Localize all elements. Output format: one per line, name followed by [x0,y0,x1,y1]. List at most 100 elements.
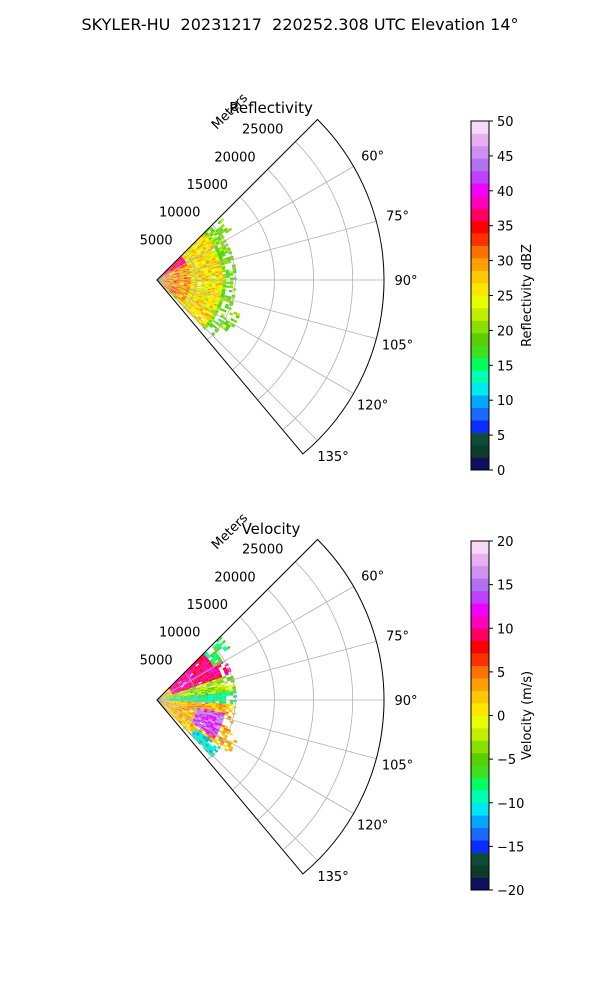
radar-gate [177,687,182,690]
radar-gate [219,276,223,279]
radar-gate [173,701,177,703]
radar-gate [190,281,195,284]
radar-gate [194,303,198,307]
radar-gate [213,715,217,719]
radar-gate [216,669,221,674]
radar-gate [211,268,215,271]
radar-gate [211,693,216,696]
colorbar-segment [471,628,489,642]
radar-gate [164,272,168,275]
radar-gate [204,272,209,275]
radar-gate [188,264,192,267]
radar-gate [162,276,166,278]
radar-gate [191,675,195,679]
azimuth-tick-label: 120° [357,399,388,414]
radar-gate [190,701,195,704]
radar-gate [201,274,205,277]
radar-gate [198,295,203,299]
radar-gate [209,664,214,669]
radar-gate [220,223,225,228]
radar-gate [175,690,179,693]
radar-gate [171,264,175,268]
radar-gate [193,260,198,264]
radar-gate [207,314,212,318]
radar-gate [166,697,170,699]
radar-gate [193,724,198,728]
radar-gate [200,250,205,254]
radar-gate [221,639,227,644]
radar-gate [206,674,211,678]
radar-gate [174,289,178,292]
radar-gate [214,289,219,292]
radar-gate [193,672,198,676]
radar-gate [190,694,195,697]
radar-gate [208,285,212,288]
radar-gate [202,303,207,307]
radar-gate [162,702,166,704]
radar-gate [176,718,180,722]
radar-gate [188,711,193,715]
radar-gate [176,283,181,285]
radar-gate [201,659,206,664]
radar-gate [226,273,230,276]
radar-gate [224,681,228,685]
radar-gate [196,299,201,302]
radar-gate [194,716,198,720]
radar-gate [189,672,193,676]
radar-gate [184,292,189,295]
radar-gate [197,298,202,301]
radar-gate [166,268,170,272]
radar-gate [171,712,176,716]
radar-gate [191,256,196,260]
radar-gate [208,281,213,283]
radar-gate [180,697,184,699]
radar-gate [176,292,180,296]
radar-gate [215,703,220,705]
radar-gate [207,709,212,713]
radar-gate [199,249,204,253]
colorbar-tick-label: 15 [497,579,514,594]
radar-gate [164,285,168,288]
radar-gate [221,253,226,257]
radar-gate [196,731,201,736]
radar-gate [167,269,171,273]
radar-gate [211,300,216,304]
radar-gate [217,664,222,669]
radar-gate [173,710,177,713]
radar-gate [194,728,199,732]
radar-gate [172,692,176,695]
radar-gate [179,294,183,297]
radar-gate [176,684,180,688]
radar-gate [176,701,181,702]
radar-gate [168,266,172,270]
radar-gate [198,294,203,297]
radar-gate [204,695,209,698]
radar-gate [171,271,176,274]
radar-gate [226,645,231,650]
radar-gate [193,259,198,263]
radar-gate [183,301,187,305]
radar-gate [210,303,214,307]
colorbar-segment [471,752,489,766]
radar-gate [208,692,212,695]
radar-gate [195,727,200,731]
radar-gate [204,657,209,662]
radar-gate [207,745,212,750]
radar-gate [169,277,174,279]
radar-gate [167,286,171,290]
radar-gate [215,274,220,277]
radar-gate [214,674,219,678]
radar-gate [180,283,184,285]
radar-gate [212,281,216,284]
radar-gate [179,294,183,298]
radar-gate [183,721,187,725]
radar-gate [182,288,186,291]
radar-gate [203,289,208,292]
radar-gate [214,266,219,269]
radar-gate [191,243,195,247]
radar-gate [208,749,213,754]
radar-gate [189,253,194,257]
radar-gate [182,289,186,292]
radar-gate [183,281,188,283]
radar-gate [207,289,212,293]
